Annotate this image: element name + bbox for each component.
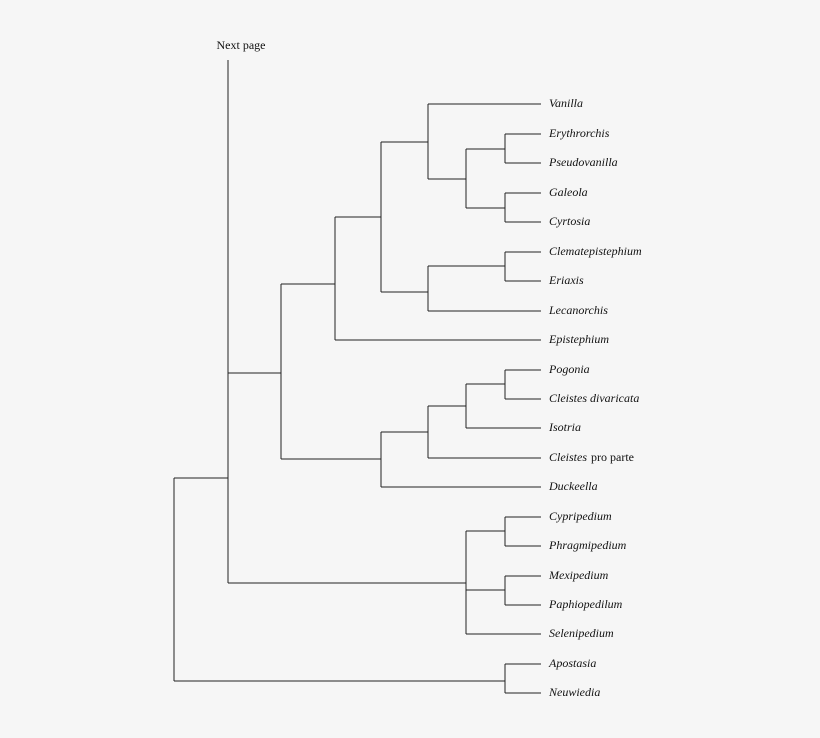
taxon-label: Duckeella (548, 479, 598, 493)
tree-branches (173, 60, 541, 694)
taxon-label: Isotria (548, 420, 581, 434)
taxon-label: Lecanorchis (548, 303, 608, 317)
taxon-label: Eriaxis (548, 273, 584, 287)
taxon-label: Cleistes pro parte (549, 450, 634, 464)
taxon-label: Cyrtosia (549, 214, 590, 228)
taxon-label: Paphiopedilum (548, 597, 623, 611)
next-page-label: Next page (217, 38, 266, 52)
taxon-label: Pseudovanilla (548, 155, 618, 169)
taxon-label: Galeola (549, 185, 588, 199)
taxon-label: Phragmipedium (548, 538, 627, 552)
taxon-label: Cypripedium (549, 509, 612, 523)
taxon-label: Pogonia (548, 362, 590, 376)
taxon-label: Clematepistephium (549, 244, 642, 258)
taxon-qualifier: pro parte (591, 450, 634, 464)
taxon-label: Mexipedium (548, 568, 609, 582)
taxon-label: Neuwiedia (548, 685, 600, 699)
taxon-genus: Cleistes (549, 450, 587, 464)
taxon-label: Apostasia (548, 656, 596, 670)
taxon-label: Epistephium (548, 332, 609, 346)
taxon-label: Erythrorchis (548, 126, 610, 140)
taxon-label: Selenipedium (549, 626, 614, 640)
taxon-label: Cleistes divaricata (549, 391, 639, 405)
taxon-label: Vanilla (549, 96, 583, 110)
taxon-labels: Vanilla Erythrorchis Pseudovanilla Galeola C… (548, 96, 642, 699)
